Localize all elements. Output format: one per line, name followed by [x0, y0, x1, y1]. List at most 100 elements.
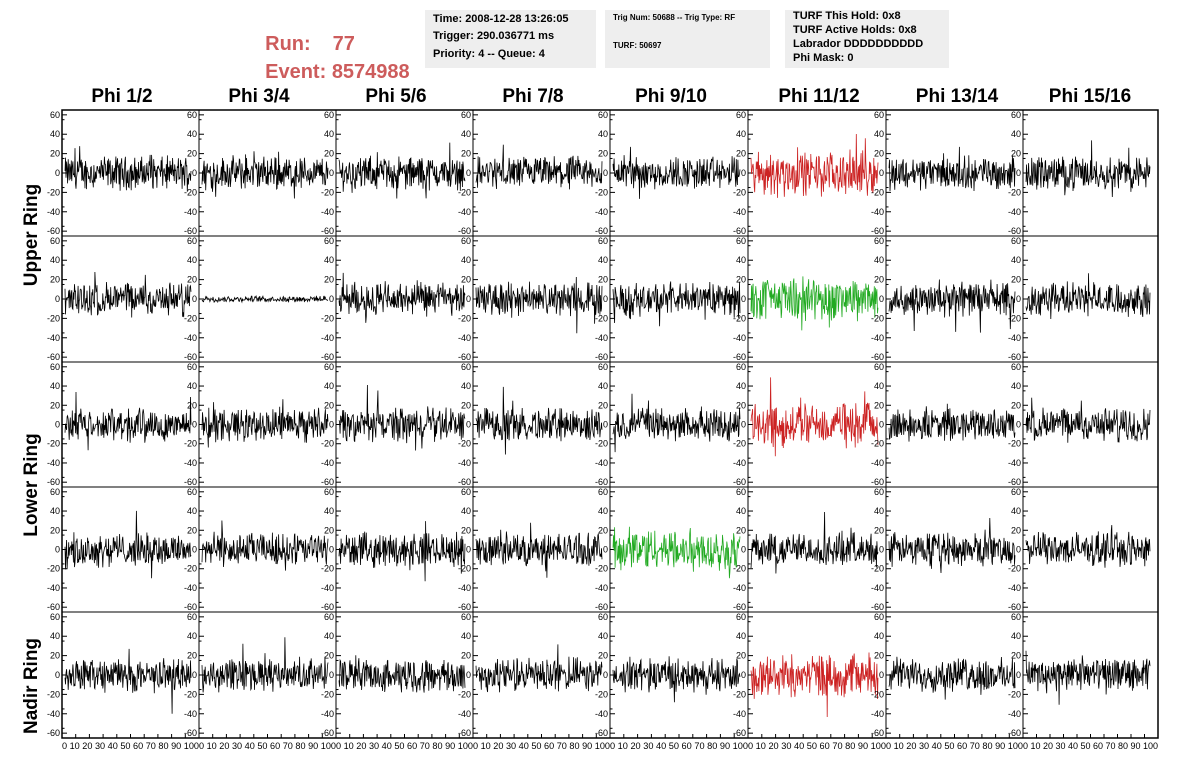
y-tick-label: 40	[187, 631, 197, 641]
y-tick-label: -20	[595, 439, 608, 449]
x-tick-labels: 0 10 20 30 40 50 60 70 80 90 100	[473, 741, 610, 751]
y-tick-label: 0	[1016, 420, 1021, 430]
y-tick-label: 60	[598, 110, 608, 120]
y-tick-label: 60	[1011, 110, 1021, 120]
y-tick-label: 60	[874, 236, 884, 246]
y-tick-label: 60	[324, 110, 334, 120]
y-tick-label: 60	[736, 612, 746, 622]
col-header-phi-7-8: Phi 7/8	[502, 86, 564, 107]
y-tick-label: -40	[458, 709, 471, 719]
y-tick-label: 0	[192, 545, 197, 555]
y-tick-label: 60	[461, 362, 471, 372]
y-tick-label: -40	[184, 458, 197, 468]
y-tick-label: -60	[733, 226, 746, 236]
x-tick-labels: 0 10 20 30 40 50 60 70 80 90 100	[886, 741, 1023, 751]
y-tick-label: 60	[187, 612, 197, 622]
y-tick-label: -40	[1008, 458, 1021, 468]
y-tick-label: -40	[321, 709, 334, 719]
y-tick-label: 40	[1011, 506, 1021, 516]
y-tick-label: 60	[1011, 236, 1021, 246]
y-tick-label: -20	[184, 187, 197, 197]
y-tick-label: 40	[1011, 381, 1021, 391]
y-tick-label: -20	[1008, 187, 1021, 197]
y-tick-label: 40	[598, 506, 608, 516]
y-tick-label: -60	[321, 226, 334, 236]
y-tick-label: -60	[1008, 728, 1021, 738]
y-tick-label: 0	[192, 420, 197, 430]
waveform-trace	[64, 391, 192, 451]
y-tick-label: -40	[871, 333, 884, 343]
col-header-phi-11-12: Phi 11/12	[778, 86, 860, 107]
waveform-trace	[750, 652, 879, 718]
y-tick-label: 20	[50, 149, 60, 159]
y-tick-label: -60	[871, 477, 884, 487]
turf-info-panel: TURF This Hold: 0x8 TURF Active Holds: 0…	[785, 10, 949, 68]
y-tick-label: 0	[879, 545, 884, 555]
y-tick-label: -40	[733, 458, 746, 468]
y-tick-label: 20	[736, 651, 746, 661]
y-tick-label: -40	[733, 207, 746, 217]
x-tick-labels: 0 10 20 30 40 50 60 70 80 90 100	[62, 741, 199, 751]
y-tick-label: 60	[187, 236, 197, 246]
y-tick-label: 40	[461, 506, 471, 516]
y-tick-label: 0	[192, 670, 197, 680]
y-tick-label: -20	[184, 439, 197, 449]
y-tick-label: -20	[458, 439, 471, 449]
y-tick-label: 40	[736, 506, 746, 516]
y-tick-label: 0	[55, 294, 60, 304]
y-tick-label: -40	[595, 709, 608, 719]
y-tick-label: 20	[324, 400, 334, 410]
y-tick-label: 60	[187, 487, 197, 497]
y-tick-label: 40	[461, 129, 471, 139]
y-tick-label: 40	[874, 506, 884, 516]
y-tick-label: 40	[324, 255, 334, 265]
y-tick-label: -60	[184, 226, 197, 236]
waveform-trace	[1025, 525, 1151, 568]
y-tick-label: 0	[466, 168, 471, 178]
y-tick-label: 20	[50, 525, 60, 535]
waveform-trace	[201, 637, 329, 693]
trigger-text: Trigger: 290.036771 ms	[433, 30, 555, 42]
y-tick-label: -40	[595, 333, 608, 343]
y-tick-label: 0	[466, 294, 471, 304]
y-tick-label: 40	[598, 381, 608, 391]
y-tick-label: 0	[192, 294, 197, 304]
y-tick-label: 60	[187, 110, 197, 120]
y-tick-label: 60	[736, 236, 746, 246]
y-tick-label: -40	[733, 583, 746, 593]
y-tick-label: -40	[47, 709, 60, 719]
y-tick-label: 20	[598, 400, 608, 410]
y-tick-label: 20	[461, 400, 471, 410]
labrador-text: Labrador DDDDDDDDDD	[793, 38, 924, 50]
y-tick-label: 20	[598, 275, 608, 285]
y-tick-label: -40	[321, 583, 334, 593]
y-tick-label: -20	[47, 187, 60, 197]
y-tick-label: -20	[871, 313, 884, 323]
y-tick-label: 0	[466, 420, 471, 430]
y-tick-label: 60	[1011, 612, 1021, 622]
y-tick-label: 0	[603, 294, 608, 304]
y-tick-label: 20	[324, 525, 334, 535]
y-tick-label: -60	[47, 226, 60, 236]
y-tick-label: -20	[871, 187, 884, 197]
y-tick-label: -40	[321, 458, 334, 468]
y-tick-label: 20	[1011, 651, 1021, 661]
col-header-phi-3-4: Phi 3/4	[228, 86, 290, 107]
y-tick-label: 40	[736, 631, 746, 641]
y-tick-label: -40	[458, 207, 471, 217]
y-tick-label: -20	[871, 689, 884, 699]
y-tick-label: -40	[47, 333, 60, 343]
phi-mask-text: Phi Mask: 0	[793, 52, 854, 64]
waveform-trace	[750, 133, 879, 198]
priority-text: Priority: 4 -- Queue: 4	[433, 48, 545, 60]
y-tick-label: 60	[461, 236, 471, 246]
y-tick-label: 60	[187, 362, 197, 372]
y-tick-label: -20	[733, 187, 746, 197]
y-tick-label: -60	[458, 477, 471, 487]
y-tick-label: 0	[55, 545, 60, 555]
y-tick-label: 20	[461, 149, 471, 159]
y-tick-label: -60	[184, 728, 197, 738]
y-tick-label: -20	[184, 313, 197, 323]
y-tick-label: -20	[595, 564, 608, 574]
waveform-trace	[750, 511, 879, 574]
